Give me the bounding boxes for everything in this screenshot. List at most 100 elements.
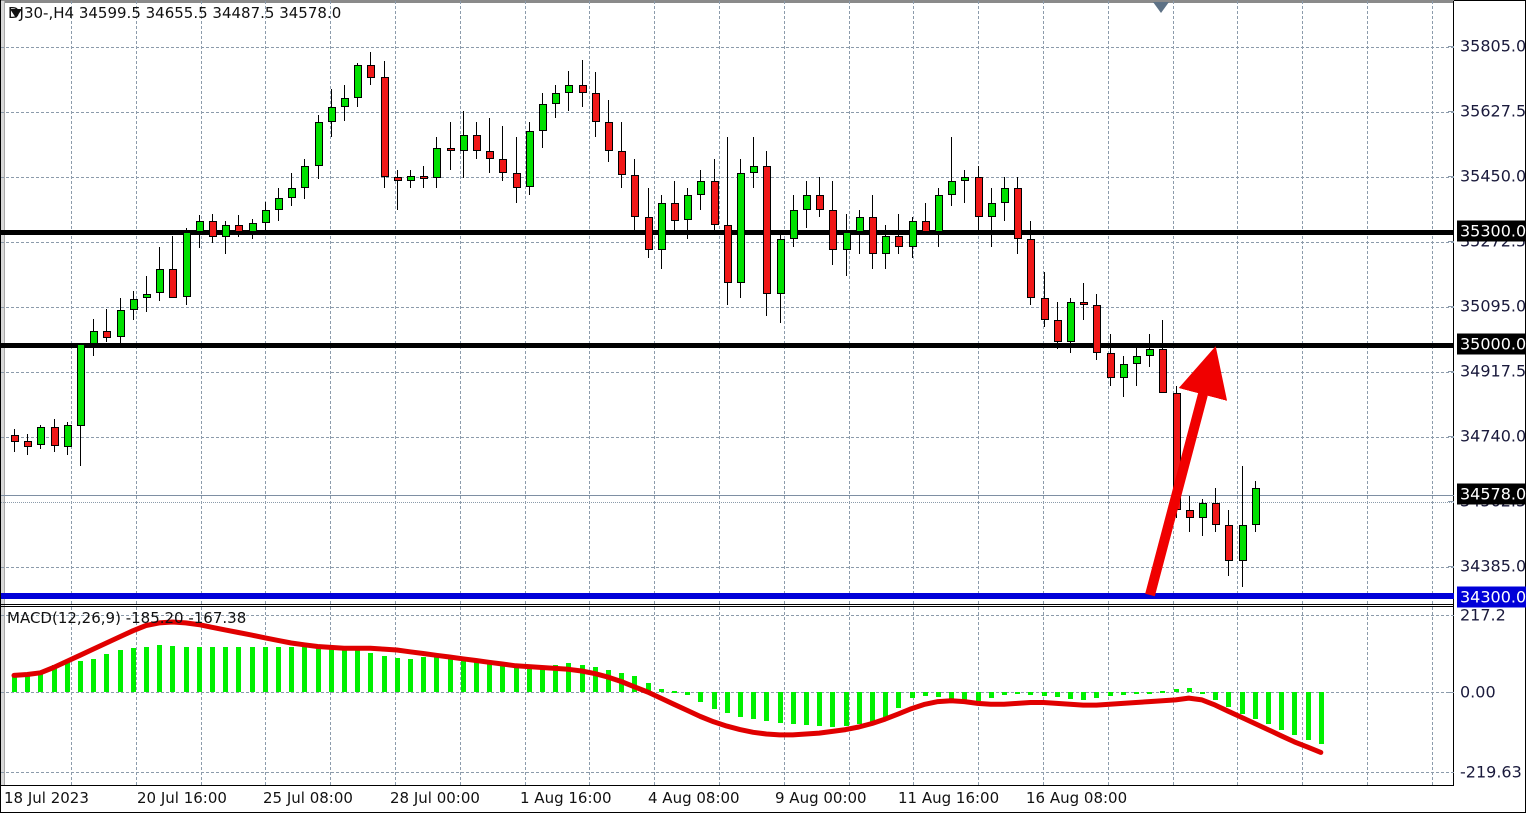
macd-histogram-bar: [184, 646, 189, 692]
candle-body: [315, 122, 323, 166]
macd-time-gridline: [71, 607, 72, 785]
macd-histogram-bar: [316, 646, 321, 692]
support-35000[interactable]: [1, 343, 1454, 348]
price-axis-tick: [1448, 111, 1454, 112]
macd-time-gridline: [201, 607, 202, 785]
macd-pane[interactable]: MACD(12,26,9) -185.20 -167.38: [1, 607, 1454, 785]
candle-body: [328, 107, 336, 123]
candle-body: [1001, 187, 1009, 203]
macd-histogram-bar: [421, 657, 426, 692]
candle-body: [354, 64, 362, 98]
time-axis-label: 9 Aug 00:00: [775, 789, 867, 807]
macd-histogram-bar: [382, 656, 387, 692]
candle-body: [1014, 187, 1022, 240]
candle-body: [618, 151, 626, 175]
candle-body: [37, 427, 45, 446]
candle-body: [77, 343, 85, 426]
time-gridline: [1302, 1, 1303, 604]
candle-wick: [964, 169, 965, 203]
macd-axis-label: 0.00: [1460, 682, 1496, 702]
price-gridline: [1, 502, 1454, 503]
macd-histogram-bar: [448, 656, 453, 692]
candle-body: [1146, 349, 1154, 357]
macd-gridline: [1, 615, 1454, 616]
macd-histogram-bar: [1187, 687, 1192, 692]
chart-position-marker-icon[interactable]: [1153, 2, 1169, 13]
macd-histogram-bar: [104, 653, 109, 692]
candle-wick: [489, 118, 490, 174]
time-gridline: [1367, 1, 1368, 604]
triangle-down-icon[interactable]: [10, 9, 22, 18]
left-scroll-strip[interactable]: [1, 1, 5, 785]
candle-body: [724, 224, 732, 284]
candle-body: [183, 231, 191, 298]
time-gridline: [1237, 1, 1238, 604]
macd-histogram-bar: [896, 692, 901, 708]
candle-body: [24, 440, 32, 448]
current-price[interactable]: [1, 495, 1454, 496]
candle-body: [1133, 356, 1141, 364]
macd-histogram-bar: [395, 657, 400, 692]
candle-body: [922, 220, 930, 232]
candle-body: [1252, 488, 1260, 525]
macd-axis-tick: [1448, 692, 1454, 693]
time-axis-label: 20 Jul 16:00: [137, 789, 227, 807]
candle-wick: [1162, 319, 1163, 364]
candle-body: [592, 92, 600, 123]
time-gridline: [71, 1, 72, 604]
macd-histogram-bar: [1240, 692, 1245, 714]
candle-body: [222, 224, 230, 238]
macd-histogram-bar: [408, 658, 413, 692]
macd-histogram-bar: [1160, 691, 1165, 694]
candle-body: [394, 177, 402, 181]
macd-time-gridline: [330, 607, 331, 785]
macd-histogram-bar: [118, 650, 123, 692]
candle-body: [605, 122, 613, 152]
price-axis-label: 34578.0: [1457, 483, 1526, 505]
candle-body: [169, 268, 177, 298]
candle-body: [843, 231, 851, 251]
macd-histogram-bar: [474, 660, 479, 692]
candle-body: [737, 173, 745, 284]
macd-histogram-bar: [289, 646, 294, 692]
price-gridline: [1, 47, 1454, 48]
macd-histogram-bar: [698, 692, 703, 702]
price-pane[interactable]: [1, 1, 1454, 604]
candle-body: [684, 195, 692, 221]
time-gridline: [330, 1, 331, 604]
candle-wick: [951, 136, 952, 207]
macd-histogram-bar: [157, 644, 162, 692]
macd-gridline: [1, 772, 1454, 773]
macd-histogram-bar: [1015, 692, 1020, 694]
macd-histogram-bar: [646, 683, 651, 692]
macd-histogram-bar: [329, 646, 334, 692]
time-axis-label: 4 Aug 08:00: [648, 789, 740, 807]
time-axis-label: 11 Aug 16:00: [898, 789, 1000, 807]
candle-wick: [225, 220, 226, 254]
macd-time-gridline: [1043, 607, 1044, 785]
candle-body: [513, 173, 521, 188]
candle-wick: [397, 169, 398, 210]
candle-body: [288, 187, 296, 198]
candle-body: [961, 177, 969, 181]
candle-body: [143, 294, 151, 298]
candle-body: [196, 220, 204, 232]
macd-histogram-bar: [725, 692, 730, 713]
time-gridline: [460, 1, 461, 604]
macd-histogram-bar: [857, 692, 862, 725]
pane-separator-bottom: [1, 606, 1454, 607]
candle-body: [407, 176, 415, 181]
candle-wick: [753, 136, 754, 188]
macd-histogram-bar: [78, 660, 83, 692]
macd-histogram-bar: [52, 664, 57, 692]
macd-histogram-bar: [302, 646, 307, 692]
macd-histogram-bar: [236, 646, 241, 692]
macd-histogram-bar: [830, 692, 835, 727]
macd-time-gridline: [719, 607, 720, 785]
macd-histogram-bar: [989, 692, 994, 699]
candle-body: [882, 235, 890, 254]
macd-histogram-bar: [91, 658, 96, 692]
macd-time-gridline: [849, 607, 850, 785]
target-34300[interactable]: [1, 593, 1454, 599]
macd-histogram-bar: [606, 670, 611, 692]
